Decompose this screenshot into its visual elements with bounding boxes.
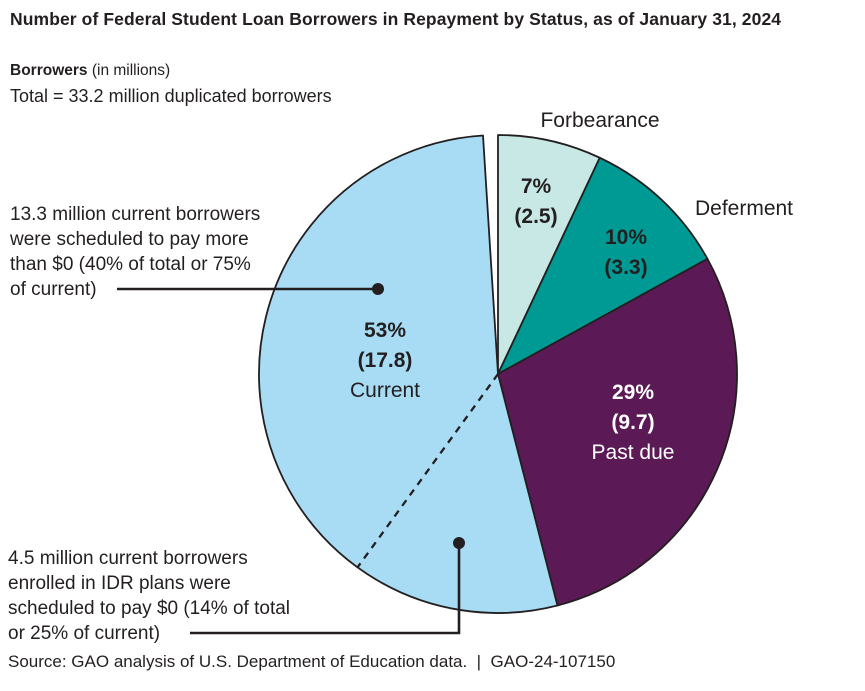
callout-pay-zero-line: or 25% of current) [8,623,161,644]
chart-title: Number of Federal Student Loan Borrowers… [10,9,782,29]
forbearance-label: Forbearance [540,109,660,132]
current-name: Current [349,379,421,402]
forbearance-count: (2.5) [514,205,558,228]
deferment-count: (3.3) [604,256,648,279]
deferment-value-label: 10% (3.3) [604,223,647,283]
forbearance-pct: 7% [520,175,552,198]
current-value-label: 53% (17.8) Current [350,316,420,406]
callout-dot-pay-more [372,283,384,295]
pie-slice-current [258,134,559,614]
callout-pay-zero: 4.5 million current borrowers enrolled i… [8,546,290,646]
pie-slice-past-due [497,257,738,607]
current-count: (17.8) [357,349,413,372]
unit-label-bold: Borrowers [10,62,88,79]
callout-pay-zero-line: enrolled in IDR plans were [8,573,231,594]
callout-pay-zero-line: 4.5 million current borrowers [8,548,248,569]
callout-pay-more: 13.3 million current borrowers were sche… [10,202,260,302]
deferment-pct: 10% [604,226,648,249]
past-due-name: Past due [591,441,675,464]
unit-label-rest: (in millions) [87,62,171,79]
past-due-pct: 29% [611,381,655,404]
pie-slice-forbearance [497,134,601,375]
pie-slice-deferment [497,156,709,375]
forbearance-value-label: 7% (2.5) [514,172,557,232]
idr-split-dashed-line [356,373,499,569]
callout-pay-more-line: than $0 (40% of total or 75% [10,254,251,275]
callout-pay-more-line: 13.3 million current borrowers [10,204,261,225]
past-due-value-label: 29% (9.7) Past due [592,378,675,468]
past-due-count: (9.7) [611,411,655,434]
deferment-label: Deferment [694,197,794,220]
pie-slices-group [258,134,738,614]
callout-pay-more-line: of current) [10,279,97,300]
callout-line-pay-zero [190,543,461,635]
current-pct: 53% [363,319,407,342]
callout-pay-more-line: were scheduled to pay more [10,229,249,250]
callout-dot-pay-zero [453,537,465,549]
total-label: Total = 33.2 million duplicated borrower… [10,86,332,106]
source-note: Source: GAO analysis of U.S. Department … [8,652,616,671]
y-axis-unit-label: Borrowers (in millions) [10,62,170,80]
callout-pay-zero-line: scheduled to pay $0 (14% of total [8,598,291,619]
